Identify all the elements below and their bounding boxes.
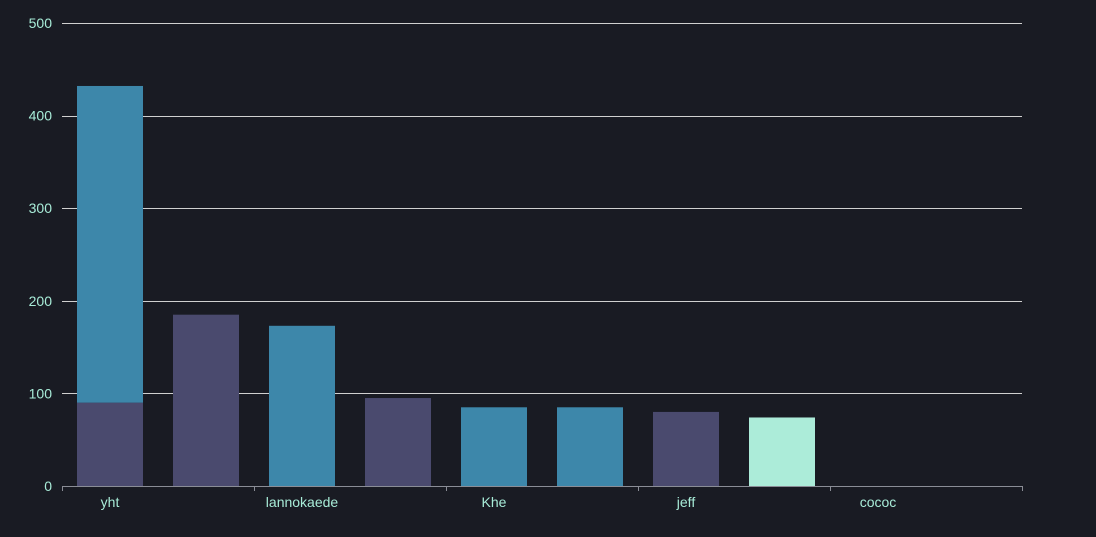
y-tick-label: 100 bbox=[29, 385, 53, 401]
bar-slot-1-series-0 bbox=[173, 314, 239, 486]
y-tick-label: 200 bbox=[29, 293, 53, 309]
x-tick-label: jeff bbox=[676, 494, 696, 510]
y-tick-label: 400 bbox=[29, 108, 53, 124]
x-tick-label: yht bbox=[101, 494, 120, 510]
x-tick-labels: yht lannokaede Khe jeff cococ bbox=[101, 494, 897, 510]
bar-slot-5-series-1 bbox=[557, 407, 623, 486]
bar-slot-3-series-0 bbox=[365, 398, 431, 486]
x-tick-label: lannokaede bbox=[266, 494, 339, 510]
bar-lannokaede-series-1 bbox=[269, 325, 335, 486]
bar-slot-7-series-2 bbox=[749, 417, 815, 486]
x-tick-label: Khe bbox=[482, 494, 507, 510]
bar-yht-series-1 bbox=[77, 85, 143, 403]
bar-Khe-series-1 bbox=[461, 407, 527, 486]
gridlines bbox=[62, 23, 1022, 394]
bars bbox=[77, 85, 815, 486]
y-tick-label: 300 bbox=[29, 200, 53, 216]
bar-jeff-series-0 bbox=[653, 411, 719, 486]
x-tick-label: cococ bbox=[860, 494, 897, 510]
y-tick-label: 500 bbox=[29, 15, 53, 31]
y-tick-labels: 0 100 200 300 400 500 bbox=[29, 15, 53, 494]
y-tick-label: 0 bbox=[44, 478, 52, 494]
bar-yht-series-0 bbox=[77, 402, 143, 486]
axes bbox=[62, 486, 1023, 491]
